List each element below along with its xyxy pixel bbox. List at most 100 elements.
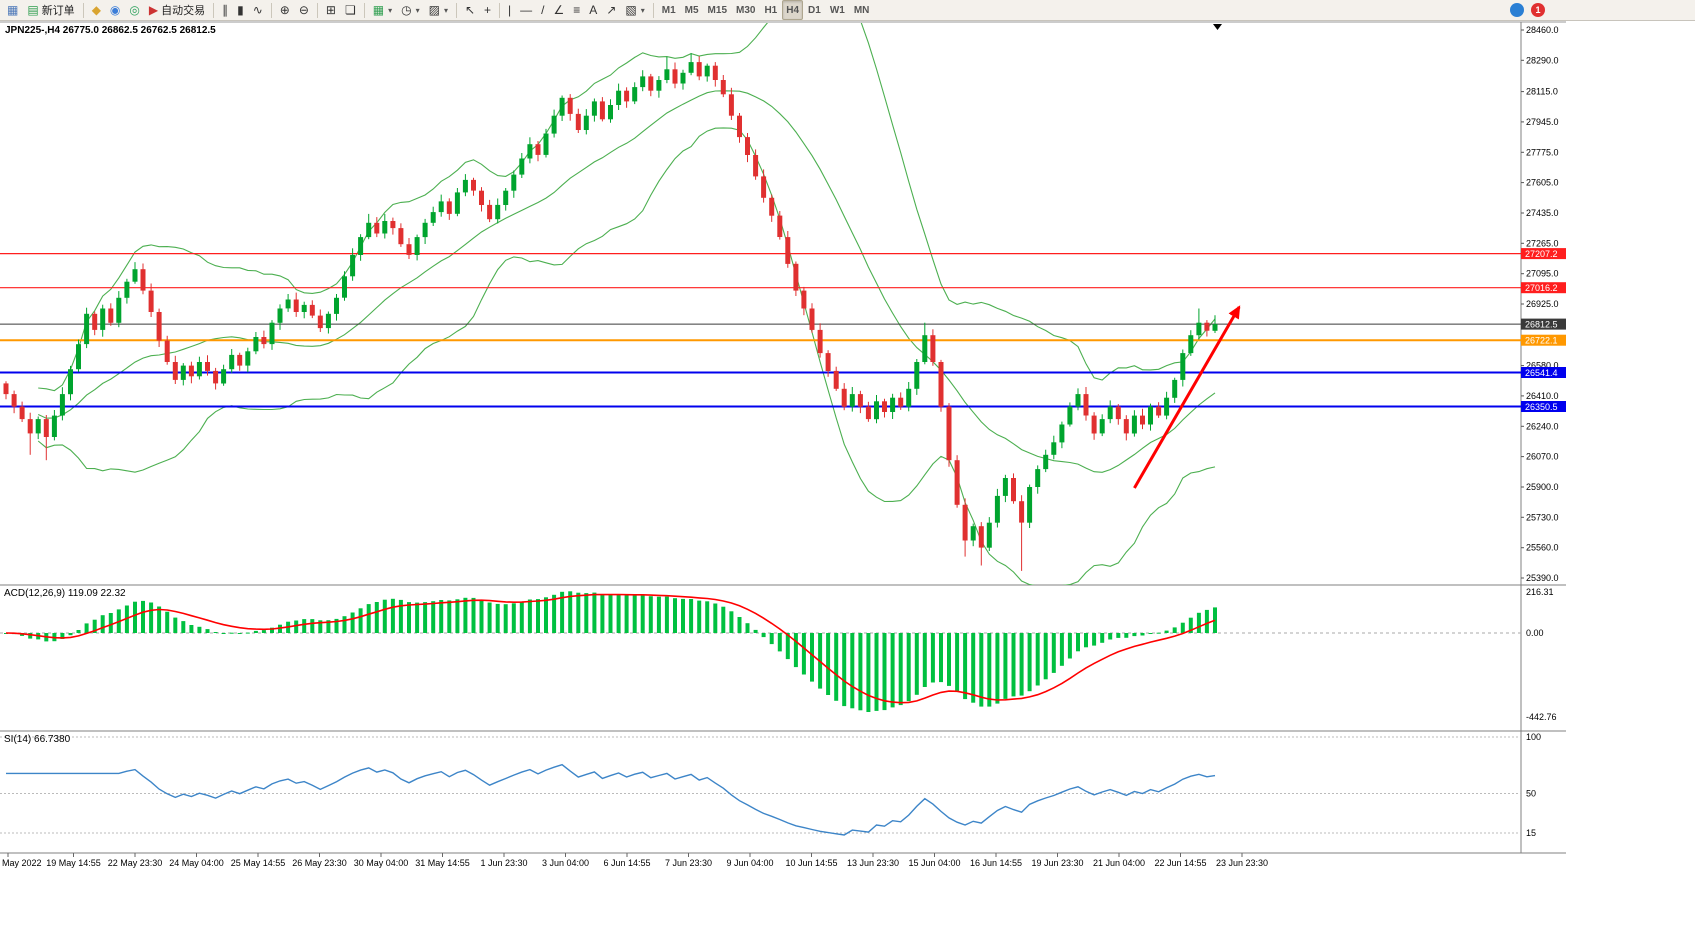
channel-icon: ∠ bbox=[553, 3, 565, 17]
toolbar-separator bbox=[652, 2, 654, 18]
tf-m30-button[interactable]: M30 bbox=[732, 0, 759, 20]
line-chart-icon: ∿ bbox=[252, 3, 263, 17]
resistance-line-2-badge bbox=[1521, 282, 1566, 294]
community-status-icon[interactable] bbox=[1510, 3, 1524, 17]
templates-button[interactable]: ▨ ▾ bbox=[425, 0, 452, 20]
price-scale[interactable]: 28460.0 28290.0 28115.0 27945.0 27775.0 27605… bbox=[1521, 25, 1566, 838]
time-axis-label: 25 May 14:55 bbox=[231, 858, 286, 868]
candlestick-chart-button[interactable]: ▮ bbox=[233, 0, 248, 20]
time-axis-label: 13 Jun 23:30 bbox=[847, 858, 899, 868]
price-tick-label: 25900.0 bbox=[1526, 482, 1559, 492]
tf-m5-button[interactable]: M5 bbox=[681, 0, 703, 20]
macd-values: 119.09 22.32 bbox=[67, 588, 126, 599]
crosshair-button[interactable]: + bbox=[480, 0, 495, 20]
new-chart-button[interactable]: ▦ ▾ bbox=[369, 0, 396, 20]
tf-mn-button-label: MN bbox=[853, 4, 870, 16]
support-line-blue-1-badge-label: 26541.4 bbox=[1525, 368, 1558, 378]
price-tick-label: 28115.0 bbox=[1526, 87, 1558, 97]
price-tick-label: 27095.0 bbox=[1526, 269, 1559, 279]
price-tick-label: 25560.0 bbox=[1526, 543, 1559, 553]
price-tick-label: 26925.0 bbox=[1526, 299, 1559, 309]
zoom-out-button[interactable]: ⊖ bbox=[295, 0, 313, 20]
time-axis-label: 6 Jun 14:55 bbox=[603, 858, 650, 868]
zoom-in-button[interactable]: ⊕ bbox=[276, 0, 294, 20]
rsi-panel[interactable] bbox=[0, 736, 1521, 836]
time-axis-label: 23 Jun 23:30 bbox=[1216, 858, 1268, 868]
depth-of-market-button[interactable]: ◆ bbox=[88, 0, 105, 20]
signals-button[interactable]: ◎ bbox=[125, 0, 143, 20]
price-tick-label: 27435.0 bbox=[1526, 208, 1559, 218]
time-axis-label: 1 Jun 23:30 bbox=[480, 858, 527, 868]
support-line-orange-badge-label: 26722.1 bbox=[1525, 336, 1558, 346]
tf-h1-button-label: H1 bbox=[764, 4, 778, 16]
signals-icon: ◎ bbox=[129, 3, 140, 17]
tf-mn-button[interactable]: MN bbox=[850, 0, 874, 20]
shapes-button[interactable]: ▧ ▾ bbox=[621, 0, 648, 20]
cursor-button[interactable]: ↖ bbox=[461, 0, 479, 20]
time-axis-label: May 2022 bbox=[2, 858, 42, 868]
rsi-name: SI(14) bbox=[4, 734, 32, 745]
candlestick-chart-icon: ▮ bbox=[237, 3, 244, 17]
new-order-button[interactable]: ▤ 新订单 bbox=[23, 0, 78, 20]
macd-name: ACD(12,26,9) bbox=[4, 588, 66, 599]
tf-d1-button[interactable]: D1 bbox=[804, 0, 825, 20]
community-button[interactable]: ◉ bbox=[106, 0, 124, 20]
shapes-icon: ▧ bbox=[625, 3, 637, 17]
tile-windows-button[interactable]: ⊞ bbox=[322, 0, 340, 20]
tf-h1-button[interactable]: H1 bbox=[760, 0, 781, 20]
bid-price-line-badge-label: 26812.5 bbox=[1525, 320, 1558, 330]
symbol-ohlc-label: JPN225-,H4 26775.0 26862.5 26762.5 26812… bbox=[5, 25, 216, 36]
chart-shift-marker[interactable] bbox=[1213, 24, 1222, 30]
cursor-icon: ↖ bbox=[464, 3, 476, 17]
macd-panel[interactable] bbox=[0, 591, 1521, 712]
profiles-button[interactable]: ◷ ▾ bbox=[397, 0, 424, 20]
horizontal-line-icon: — bbox=[520, 3, 533, 17]
tf-m30-button-label: M30 bbox=[736, 4, 756, 16]
toolbar-separator bbox=[363, 2, 365, 18]
price-tick-label: 26580.0 bbox=[1526, 361, 1559, 371]
trendline-icon: / bbox=[541, 3, 545, 17]
tf-m15-button-label: M15 bbox=[707, 4, 727, 16]
resistance-line-1-badge-label: 27207.2 bbox=[1525, 249, 1558, 259]
text-button[interactable]: A bbox=[585, 0, 601, 20]
tf-m15-button[interactable]: M15 bbox=[704, 0, 731, 20]
dropdown-caret-icon: ▾ bbox=[415, 5, 420, 15]
price-tick-label: 28460.0 bbox=[1526, 25, 1559, 35]
line-chart-button[interactable]: ∿ bbox=[249, 0, 267, 20]
toolbar-separator bbox=[82, 2, 84, 18]
fibonacci-button[interactable]: ≡ bbox=[569, 0, 584, 20]
dropdown-caret-icon: ▾ bbox=[388, 5, 393, 15]
resistance-line-1-badge bbox=[1521, 248, 1566, 260]
channel-button[interactable]: ∠ bbox=[550, 0, 569, 20]
arrows-button[interactable]: ↗ bbox=[602, 0, 620, 20]
tf-w1-button-label: W1 bbox=[829, 4, 845, 16]
bar-chart-icon: ∥ bbox=[222, 3, 229, 17]
chart-window-button[interactable]: ▦ bbox=[3, 0, 22, 20]
text-icon: A bbox=[589, 3, 598, 17]
tf-w1-button[interactable]: W1 bbox=[826, 0, 849, 20]
time-axis-label: 21 Jun 04:00 bbox=[1093, 858, 1145, 868]
time-axis-label: 19 Jun 23:30 bbox=[1031, 858, 1083, 868]
vertical-line-button[interactable]: | bbox=[504, 0, 515, 20]
time-axis[interactable]: May 2022 19 May 14:55 22 May 23:30 24 May 0… bbox=[2, 853, 1268, 868]
tf-d1-button-label: D1 bbox=[808, 4, 821, 16]
time-axis-label: 3 Jun 04:00 bbox=[542, 858, 589, 868]
auto-trading-button[interactable]: ▶ 自动交易 bbox=[145, 0, 209, 20]
tf-m1-button[interactable]: M1 bbox=[658, 0, 680, 20]
time-axis-label: 19 May 14:55 bbox=[46, 858, 101, 868]
tf-h4-button[interactable]: H4 bbox=[782, 0, 804, 20]
macd-indicator-label: ACD(12,26,9) 119.09 22.32 bbox=[4, 588, 126, 599]
chart-window-icon: ▦ bbox=[7, 3, 19, 17]
bar-chart-button[interactable]: ∥ bbox=[218, 0, 232, 20]
trendline-button[interactable]: / bbox=[537, 0, 548, 20]
notification-badge[interactable]: 1 bbox=[1531, 3, 1545, 17]
horizontal-line-button[interactable]: — bbox=[516, 0, 536, 20]
fibonacci-icon: ≡ bbox=[573, 3, 581, 17]
tile-windows-icon: ⊞ bbox=[325, 3, 336, 17]
new-chart-icon: ▦ bbox=[372, 3, 385, 17]
cascade-windows-button[interactable]: ❏ bbox=[341, 0, 360, 20]
trend-arrow[interactable] bbox=[1133, 305, 1241, 489]
main-chart-panel[interactable] bbox=[0, 0, 1521, 586]
price-tick-label: 27605.0 bbox=[1526, 178, 1559, 188]
